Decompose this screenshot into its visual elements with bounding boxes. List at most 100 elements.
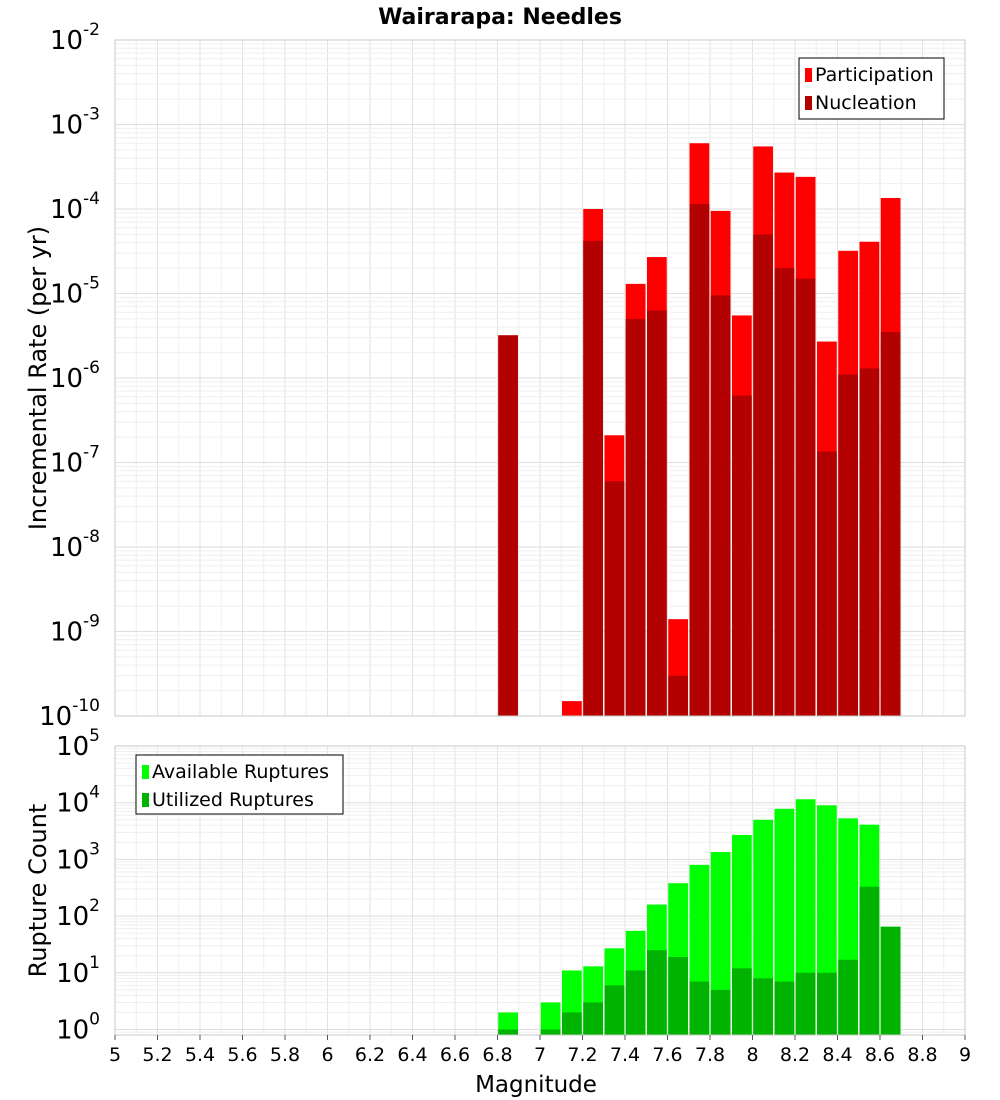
y-tick-label: 10-4 bbox=[50, 189, 100, 225]
x-tick-label: 6.6 bbox=[440, 1044, 470, 1066]
bar bbox=[498, 1029, 518, 1035]
legend-swatch bbox=[142, 793, 149, 807]
series-utilized-ruptures bbox=[498, 886, 901, 1035]
y-tick-label: 10-9 bbox=[50, 612, 100, 648]
y-tick-label: 10-3 bbox=[50, 105, 100, 141]
x-tick-label: 7.6 bbox=[652, 1044, 682, 1066]
x-tick-label: 5.4 bbox=[185, 1044, 215, 1066]
y-tick-label: 10-8 bbox=[50, 527, 100, 563]
x-tick-label: 6.8 bbox=[482, 1044, 512, 1066]
y-tick-label: 100 bbox=[56, 1010, 100, 1046]
bar bbox=[817, 451, 837, 716]
bar bbox=[625, 970, 646, 1035]
x-tick-label: 6 bbox=[321, 1044, 333, 1066]
bar bbox=[774, 808, 795, 1035]
y-tick-label: 105 bbox=[56, 726, 100, 762]
legend-entry: Nucleation bbox=[815, 92, 917, 114]
bar bbox=[838, 374, 858, 716]
legend: Available Ruptures Utilized Ruptures bbox=[135, 754, 344, 815]
bar bbox=[710, 295, 731, 716]
y-tick-label: 102 bbox=[56, 896, 100, 932]
bar bbox=[647, 310, 667, 716]
legend-swatch bbox=[805, 68, 812, 82]
bar bbox=[774, 268, 795, 716]
bar bbox=[732, 968, 752, 1035]
y-tick-labels: 10-10 10-9 10-8 10-7 10-6 10-5 10-4 10-3 10-2 bbox=[39, 20, 100, 732]
y-tick-label: 10-10 bbox=[39, 696, 100, 732]
y-tick-label: 10-7 bbox=[50, 443, 100, 479]
bar bbox=[498, 1012, 518, 1035]
legend-entry: Participation bbox=[815, 64, 934, 86]
bar bbox=[880, 332, 901, 716]
bar bbox=[689, 981, 710, 1035]
bar bbox=[604, 481, 625, 716]
x-tick-label: 7.8 bbox=[695, 1044, 725, 1066]
y-tick-label: 104 bbox=[56, 783, 100, 819]
x-tick-label: 7 bbox=[534, 1044, 546, 1066]
y-tick-label: 101 bbox=[56, 953, 100, 989]
x-tick-label: 6.2 bbox=[355, 1044, 385, 1066]
bar bbox=[859, 368, 880, 716]
legend-box bbox=[798, 57, 945, 120]
grid bbox=[114, 40, 966, 717]
bar bbox=[604, 985, 625, 1035]
bar bbox=[562, 1012, 582, 1035]
x-tick-label: 8.2 bbox=[780, 1044, 810, 1066]
legend-entry: Utilized Ruptures bbox=[152, 789, 314, 811]
x-tick-label: 8.8 bbox=[907, 1044, 937, 1066]
x-axis: 5 5.2 5.4 5.6 5.8 6 6.2 6.4 6.6 6.8 7 7.2 7.4 7.6 7.8 8… bbox=[109, 1035, 971, 1098]
x-tick-label: 7.2 bbox=[567, 1044, 597, 1066]
bar bbox=[795, 972, 816, 1035]
y-tick-label: 10-2 bbox=[50, 20, 100, 56]
legend-swatch bbox=[805, 96, 812, 110]
y-tick-label: 10-6 bbox=[50, 358, 100, 394]
y-axis-label: Incremental Rate (per yr) bbox=[24, 226, 52, 530]
bars bbox=[498, 799, 901, 1035]
y-tick-label: 10-5 bbox=[50, 274, 100, 310]
x-tick-label: 7.4 bbox=[610, 1044, 640, 1066]
x-tick-label: 5.6 bbox=[227, 1044, 257, 1066]
x-axis-label: Magnitude bbox=[475, 1072, 597, 1098]
bar bbox=[668, 675, 688, 716]
bar bbox=[774, 981, 795, 1035]
bar bbox=[817, 972, 837, 1035]
bar bbox=[689, 203, 710, 716]
y-tick-label: 103 bbox=[56, 839, 100, 875]
bars bbox=[498, 143, 901, 717]
bar bbox=[583, 240, 603, 716]
bar bbox=[562, 701, 582, 716]
bar bbox=[859, 886, 880, 1035]
series-nucleation bbox=[498, 203, 901, 717]
legend-entry: Available Ruptures bbox=[152, 761, 329, 783]
x-tick-label: 5.8 bbox=[270, 1044, 300, 1066]
bar bbox=[795, 278, 816, 716]
x-tick-label: 9 bbox=[959, 1044, 971, 1066]
bar bbox=[838, 959, 858, 1035]
legend-swatch bbox=[142, 765, 149, 779]
bar bbox=[668, 956, 688, 1035]
bar bbox=[498, 335, 518, 716]
bar bbox=[732, 395, 752, 716]
y-axis-label: Rupture Count bbox=[24, 804, 52, 978]
x-tick-label: 8 bbox=[746, 1044, 758, 1066]
bar bbox=[625, 318, 646, 716]
bar bbox=[753, 978, 773, 1035]
legend: Participation Nucleation bbox=[798, 57, 945, 120]
x-tick-label: 5 bbox=[109, 1044, 121, 1066]
top-panel: 10-10 10-9 10-8 10-7 10-6 10-5 10-4 10-3 10-2 Inc… bbox=[24, 20, 966, 732]
bar bbox=[647, 950, 667, 1035]
bar bbox=[710, 852, 731, 1035]
plot-frame bbox=[114, 39, 966, 717]
x-tick-label: 6.4 bbox=[397, 1044, 427, 1066]
bar bbox=[753, 234, 773, 717]
bar bbox=[540, 1002, 561, 1035]
x-tick-label: 8.4 bbox=[822, 1044, 852, 1066]
chart-title: Wairarapa: Needles bbox=[378, 5, 622, 30]
x-tick-label: 8.6 bbox=[865, 1044, 895, 1066]
bar bbox=[583, 1002, 603, 1035]
bar bbox=[880, 926, 901, 1035]
x-tick-label: 5.2 bbox=[142, 1044, 172, 1066]
bar bbox=[540, 1029, 561, 1035]
